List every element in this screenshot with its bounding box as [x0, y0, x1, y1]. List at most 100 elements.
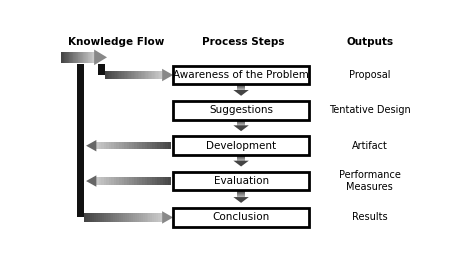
Bar	[152, 213, 155, 222]
Bar	[128, 71, 130, 79]
Bar	[93, 177, 96, 185]
Bar	[129, 142, 132, 149]
Bar	[86, 213, 89, 222]
Bar	[237, 88, 245, 89]
Bar	[83, 52, 84, 63]
Bar	[109, 213, 112, 222]
Bar	[100, 213, 102, 222]
Bar	[73, 52, 74, 63]
Bar	[237, 156, 245, 157]
Bar	[158, 213, 161, 222]
Bar	[113, 213, 116, 222]
Bar	[144, 71, 146, 79]
Text: Artifact: Artifact	[352, 141, 388, 151]
Bar	[237, 122, 245, 123]
Bar	[237, 124, 245, 125]
Bar	[237, 159, 245, 160]
Bar	[73, 52, 75, 63]
Bar	[157, 177, 160, 185]
Bar	[160, 142, 163, 149]
Bar	[154, 71, 155, 79]
Bar	[68, 52, 69, 63]
Bar	[237, 160, 245, 161]
Bar	[146, 213, 149, 222]
Polygon shape	[233, 161, 249, 167]
Bar	[145, 71, 147, 79]
Bar	[64, 52, 65, 63]
Bar	[101, 177, 104, 185]
Bar	[237, 125, 245, 126]
Bar	[98, 213, 100, 222]
Bar	[237, 89, 245, 90]
Bar	[71, 52, 72, 63]
Bar	[237, 196, 245, 197]
Bar	[237, 195, 245, 196]
Bar	[165, 177, 168, 185]
Bar	[91, 52, 92, 63]
Bar	[237, 123, 245, 124]
Bar	[88, 52, 90, 63]
Bar	[78, 52, 79, 63]
Bar	[75, 52, 76, 63]
Bar	[237, 125, 245, 126]
Bar	[91, 52, 93, 63]
Bar	[237, 86, 245, 87]
Bar	[237, 196, 245, 197]
Bar	[146, 71, 148, 79]
Text: Outputs: Outputs	[346, 37, 393, 47]
Bar	[237, 159, 245, 160]
Polygon shape	[86, 140, 96, 151]
Bar	[115, 213, 118, 222]
Bar	[157, 142, 160, 149]
Bar	[237, 87, 245, 88]
Bar	[125, 213, 128, 222]
Bar	[82, 52, 83, 63]
Bar	[106, 213, 108, 222]
Bar	[155, 213, 156, 222]
Bar	[149, 71, 151, 79]
Bar	[127, 177, 129, 185]
Bar	[160, 177, 163, 185]
FancyBboxPatch shape	[173, 172, 309, 190]
Bar	[127, 142, 129, 149]
Bar	[99, 177, 101, 185]
Bar	[237, 87, 245, 88]
Bar	[129, 213, 131, 222]
Bar	[106, 177, 109, 185]
Bar	[151, 71, 153, 79]
Bar	[237, 194, 245, 195]
Bar	[123, 213, 126, 222]
Bar	[150, 213, 153, 222]
Text: Awareness of the Problem: Awareness of the Problem	[173, 70, 309, 80]
Bar	[142, 71, 144, 79]
Bar	[145, 142, 147, 149]
Bar	[125, 71, 127, 79]
Bar	[143, 213, 145, 222]
Bar	[69, 52, 71, 63]
Bar	[99, 142, 101, 149]
Bar	[237, 196, 245, 197]
Bar	[88, 52, 89, 63]
Bar	[237, 160, 245, 161]
Bar	[156, 213, 159, 222]
Bar	[142, 142, 145, 149]
Bar	[237, 192, 245, 193]
Bar	[77, 64, 84, 217]
FancyBboxPatch shape	[173, 66, 309, 84]
Bar	[139, 177, 142, 185]
Bar	[101, 142, 104, 149]
Bar	[124, 142, 127, 149]
Text: Proposal: Proposal	[349, 70, 391, 80]
Bar	[64, 52, 65, 63]
Bar	[237, 194, 245, 195]
Bar	[237, 123, 245, 124]
Bar	[237, 158, 245, 159]
Bar	[152, 71, 154, 79]
Bar	[155, 142, 158, 149]
Bar	[237, 86, 245, 87]
Bar	[137, 213, 139, 222]
Bar	[66, 52, 67, 63]
Bar	[61, 52, 62, 63]
FancyBboxPatch shape	[173, 101, 309, 120]
Bar	[117, 177, 119, 185]
